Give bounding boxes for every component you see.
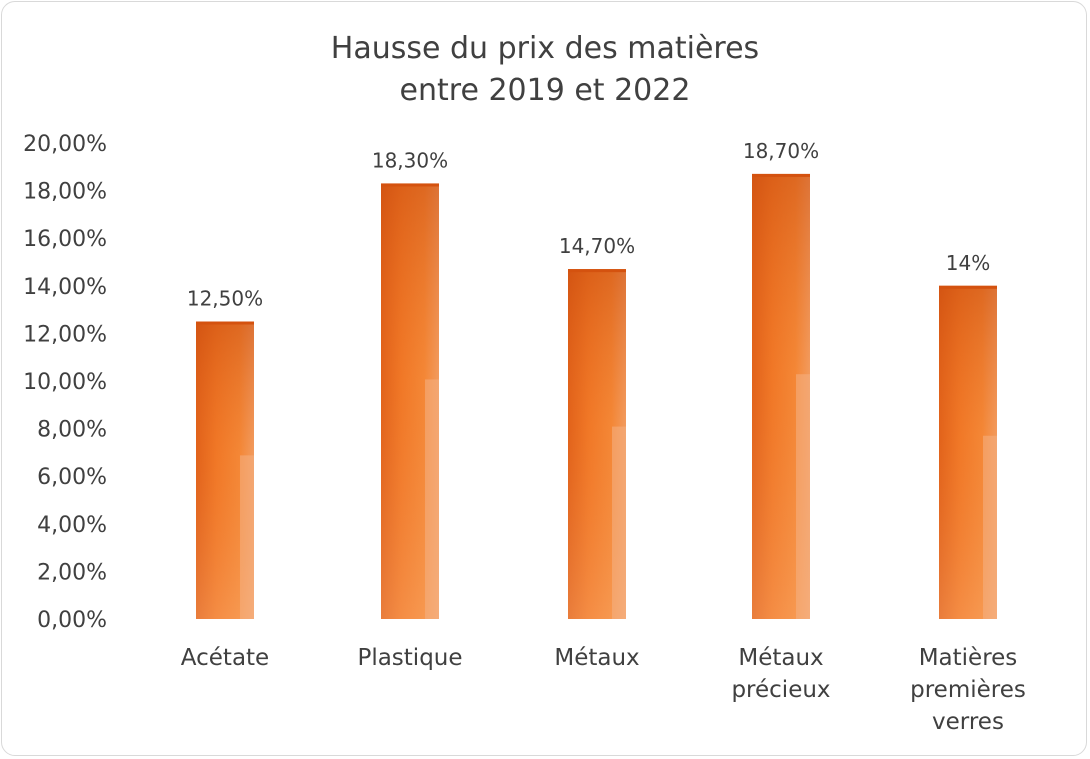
bar [939, 285, 997, 619]
y-tick-label: 12,00% [23, 322, 107, 347]
y-tick-label: 8,00% [37, 418, 107, 443]
bar [196, 321, 254, 619]
y-tick-label: 20,00% [23, 132, 107, 157]
bar-cap [568, 269, 626, 273]
data-label: 14,70% [559, 234, 635, 258]
bar-highlight [796, 374, 810, 619]
data-label: 18,70% [743, 139, 819, 163]
y-tick-label: 10,00% [23, 370, 107, 395]
y-tick-label: 0,00% [37, 608, 107, 633]
category-label: Métaux [738, 645, 823, 671]
category-label: Matières [919, 645, 1018, 671]
bar [381, 183, 439, 619]
y-tick-label: 6,00% [37, 465, 107, 490]
bar-cap [381, 183, 439, 187]
chart-title-line-2: entre 2019 et 2022 [400, 73, 691, 108]
bar [752, 173, 810, 619]
y-axis: 0,00% 2,00% 4,00% 6,00% 8,00% 10,00% 12,00% 14,… [23, 132, 107, 633]
x-axis: Acétate Plastique Métaux Métaux précieux Mati… [181, 645, 1026, 735]
bar-highlight [240, 455, 254, 619]
category-label: Métaux [554, 645, 639, 671]
category-label: Acétate [181, 645, 269, 671]
data-label: 18,30% [372, 148, 448, 172]
category-label: Plastique [357, 645, 462, 671]
bar-cap [752, 173, 810, 177]
y-tick-label: 16,00% [23, 227, 107, 252]
category-label: premières [910, 677, 1026, 703]
data-labels: 12,50% 18,30% 14,70% 18,70% 14% [187, 139, 990, 311]
bar [568, 269, 626, 619]
bar-highlight [425, 379, 439, 619]
y-tick-label: 2,00% [37, 560, 107, 585]
y-tick-label: 4,00% [37, 513, 107, 538]
bar-cap [939, 285, 997, 289]
bar-highlight [612, 426, 626, 619]
data-label: 14% [946, 251, 990, 275]
bars [196, 173, 997, 619]
chart-title-line-1: Hausse du prix des matières [331, 31, 759, 66]
bar-cap [196, 321, 254, 325]
data-label: 12,50% [187, 287, 263, 311]
category-label: précieux [731, 677, 830, 703]
y-tick-label: 18,00% [23, 180, 107, 205]
bar-highlight [983, 435, 997, 619]
category-label: verres [932, 709, 1004, 735]
y-tick-label: 14,00% [23, 275, 107, 300]
